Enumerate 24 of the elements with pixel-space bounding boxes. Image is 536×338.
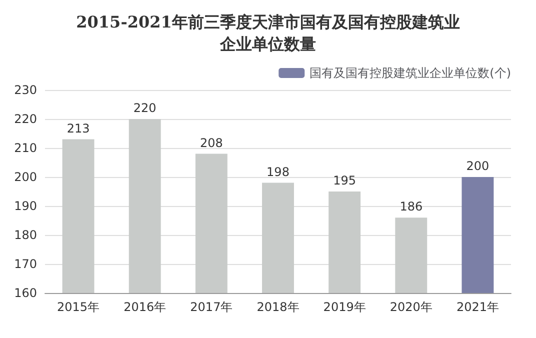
chart-title: 2015-2021年前三季度天津市国有及国有控股建筑业企业单位数量 (76, 12, 460, 54)
data-label: 198 (266, 164, 290, 179)
data-label: 208 (200, 136, 223, 150)
y-tick-label: 170 (14, 257, 37, 271)
x-tick-label: 2020年 (390, 300, 432, 314)
x-tick-label: 2016年 (124, 300, 166, 314)
data-label: 213 (66, 121, 90, 136)
y-tick-label: 190 (14, 199, 37, 213)
y-tick-label: 230 (14, 83, 37, 97)
data-label: 195 (333, 174, 356, 188)
x-tick-label: 2019年 (323, 300, 366, 314)
data-label: 200 (466, 159, 490, 173)
data-label: 220 (133, 101, 156, 115)
y-tick-label: 210 (14, 141, 37, 155)
x-tick-label: 2021年 (456, 300, 499, 314)
y-tick-label: 160 (14, 286, 37, 300)
legend-label: 国有及国有控股建筑业企业单位数(个) (310, 66, 512, 80)
x-tick-label: 2018年 (256, 300, 300, 314)
x-tick-label: 2017年 (190, 300, 233, 314)
x-tick-label: 2015年 (57, 300, 100, 314)
y-tick-label: 180 (14, 228, 37, 242)
y-tick-label: 200 (14, 170, 37, 184)
data-label: 186 (400, 200, 423, 214)
y-tick-label: 220 (14, 112, 37, 126)
